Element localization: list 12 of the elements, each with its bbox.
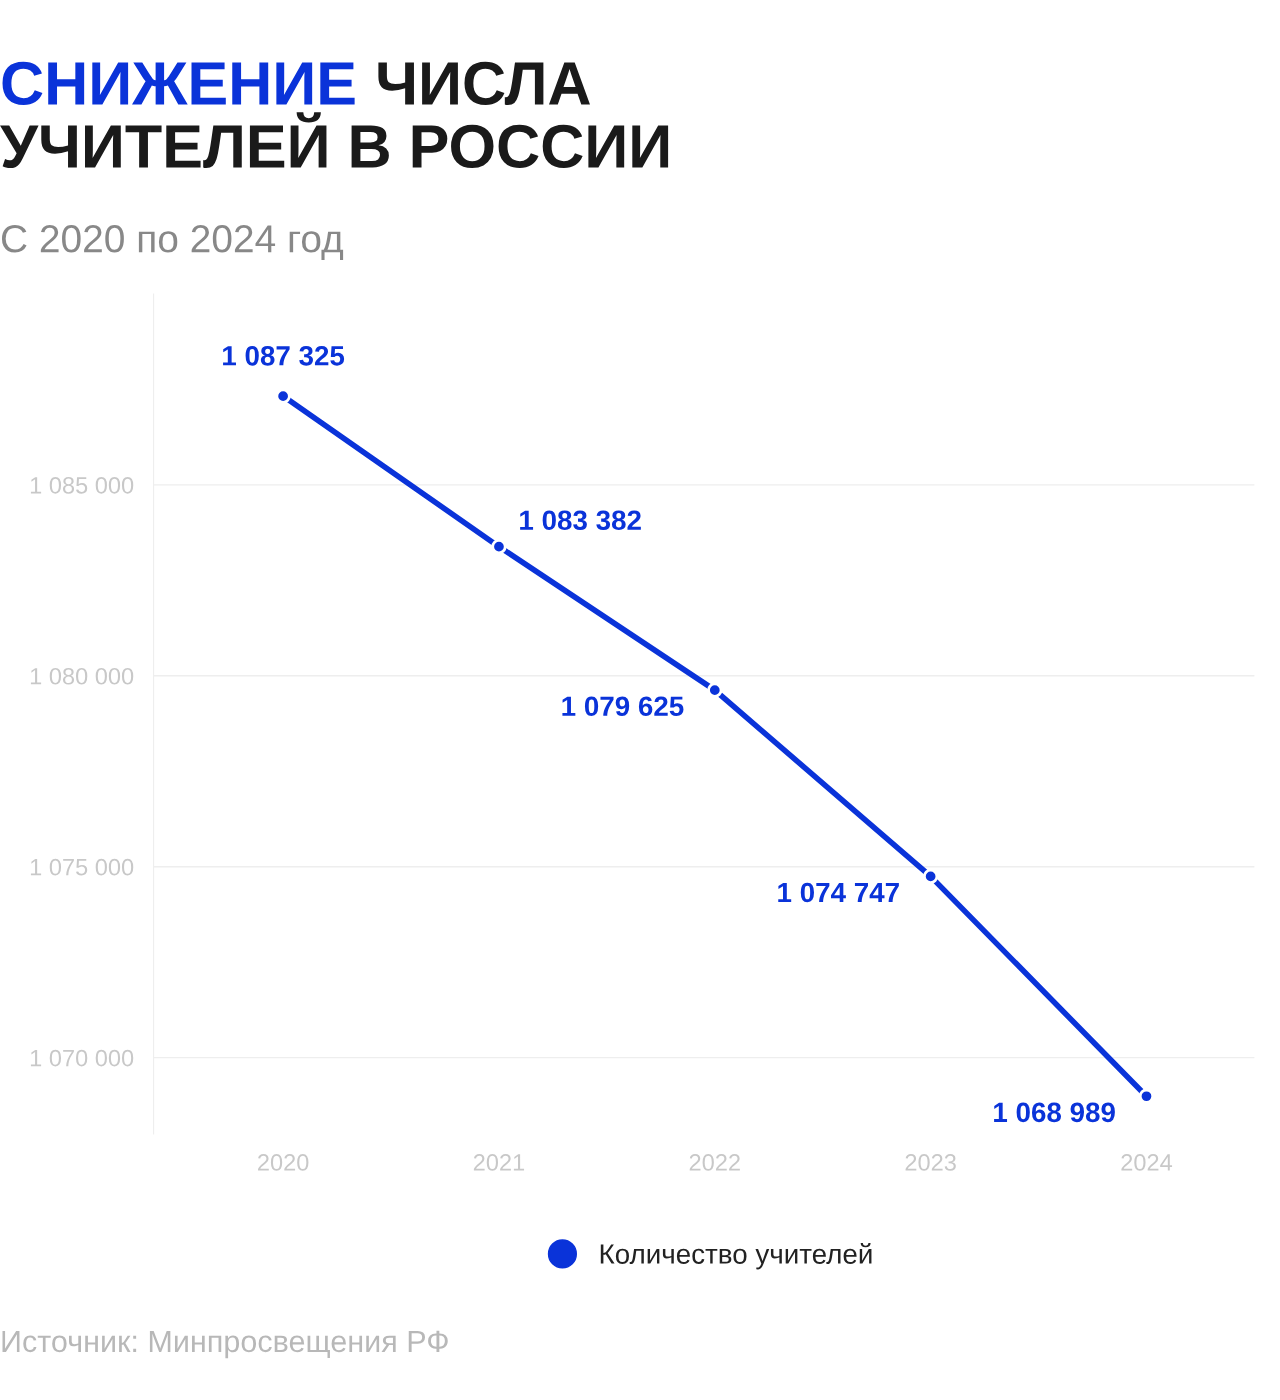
point (922, 868, 939, 885)
text: 1 087 325 (223, 345, 345, 366)
text: 1 083 382 (520, 510, 641, 531)
text: 1 068 989 (994, 1102, 1115, 1123)
legend-label: Количество учителей (600, 1243, 872, 1270)
point (707, 682, 723, 698)
chart-title: СНИЖЕНИЕ ЧИСЛА УЧИТЕЛЕЙ В РОССИИ (0, 61, 669, 169)
text: 1 079 625 (562, 696, 684, 717)
text: Источник: Минпросвещения РФ (2, 1330, 448, 1359)
point (491, 539, 507, 555)
chart-subtitle: С 2020 по 2024 год (1, 225, 344, 260)
text: 1 074 747 (778, 882, 899, 903)
